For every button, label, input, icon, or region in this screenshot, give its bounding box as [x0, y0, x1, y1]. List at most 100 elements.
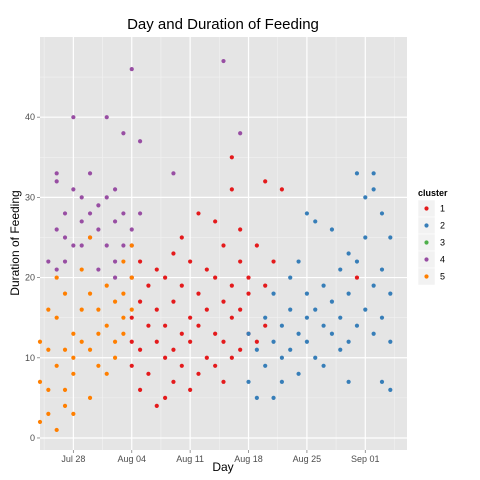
legend-key-point: [424, 257, 429, 262]
data-point-cluster-1: [171, 379, 176, 384]
data-point-cluster-2: [254, 395, 259, 400]
data-point-cluster-4: [112, 187, 118, 192]
data-point-cluster-5: [121, 259, 126, 264]
data-point-cluster-4: [62, 211, 68, 216]
data-point-cluster-5: [62, 387, 68, 392]
data-point-cluster-4: [71, 243, 76, 248]
data-point-cluster-5: [129, 243, 134, 248]
data-point-cluster-5: [112, 339, 118, 344]
data-point-cluster-2: [271, 395, 276, 400]
data-point-cluster-2: [246, 379, 251, 384]
data-point-cluster-4: [79, 243, 84, 248]
data-point-cluster-5: [96, 307, 101, 312]
data-point-cluster-2: [371, 283, 376, 288]
y-tick-label: 0: [30, 433, 35, 443]
x-tick-label: Sep 01: [351, 454, 380, 464]
legend: cluster 1 2 3 4 5: [417, 188, 448, 286]
data-point-cluster-1: [137, 387, 143, 392]
data-point-cluster-1: [163, 355, 168, 360]
data-point-cluster-1: [163, 323, 168, 328]
data-point-cluster-4: [71, 187, 76, 192]
legend-key-point: [424, 240, 429, 245]
data-point-cluster-1: [254, 339, 259, 344]
data-point-cluster-4: [96, 267, 101, 272]
data-point-cluster-1: [146, 323, 151, 328]
data-point-cluster-4: [46, 259, 51, 264]
data-point-cluster-2: [338, 347, 343, 352]
data-point-cluster-1: [146, 283, 151, 288]
data-point-cluster-4: [96, 227, 101, 232]
data-point-cluster-2: [313, 355, 318, 360]
data-point-cluster-1: [179, 363, 184, 368]
data-point-cluster-2: [346, 379, 351, 384]
data-point-cluster-2: [354, 171, 360, 176]
data-point-cluster-2: [296, 259, 301, 264]
data-point-cluster-1: [238, 347, 243, 352]
data-point-cluster-4: [112, 259, 118, 264]
data-point-cluster-2: [379, 267, 385, 272]
data-point-cluster-5: [104, 283, 109, 288]
data-point-cluster-5: [87, 395, 93, 400]
data-point-cluster-1: [213, 331, 218, 336]
data-point-cluster-4: [238, 131, 243, 136]
y-tick-label: 30: [25, 192, 35, 202]
legend-label: 5: [440, 272, 445, 282]
data-point-cluster-4: [54, 171, 59, 176]
data-point-cluster-1: [246, 275, 251, 280]
data-point-cluster-4: [104, 115, 109, 120]
data-point-cluster-1: [154, 307, 159, 312]
data-point-cluster-5: [46, 347, 51, 352]
data-point-cluster-1: [154, 267, 159, 272]
data-point-cluster-2: [329, 331, 335, 336]
data-point-cluster-1: [246, 291, 251, 296]
data-point-cluster-4: [79, 219, 84, 224]
data-point-cluster-1: [137, 299, 143, 304]
data-point-cluster-1: [154, 403, 159, 408]
data-point-cluster-5: [96, 363, 101, 368]
data-point-cluster-5: [46, 411, 51, 417]
data-point-cluster-2: [246, 331, 251, 336]
data-point-cluster-1: [229, 283, 234, 288]
data-point-cluster-2: [296, 331, 301, 336]
data-point-cluster-5: [54, 363, 59, 368]
data-point-cluster-2: [304, 315, 310, 320]
data-point-cluster-5: [104, 323, 109, 328]
data-point-cluster-1: [221, 339, 226, 344]
data-point-cluster-5: [62, 347, 68, 352]
data-point-cluster-2: [288, 307, 293, 312]
data-point-cluster-1: [271, 259, 276, 264]
data-point-cluster-1: [146, 371, 151, 376]
data-point-cluster-2: [363, 235, 368, 240]
data-point-cluster-1: [137, 347, 143, 352]
data-point-cluster-5: [62, 403, 68, 408]
x-tick-label: Aug 18: [234, 454, 263, 464]
data-point-cluster-1: [196, 291, 201, 296]
data-point-cluster-5: [121, 291, 126, 296]
data-point-cluster-5: [129, 275, 134, 280]
data-point-cluster-2: [388, 387, 393, 392]
data-point-cluster-2: [379, 315, 385, 320]
legend-label: 1: [440, 204, 445, 214]
data-point-cluster-2: [313, 219, 318, 224]
data-point-cluster-1: [263, 283, 268, 288]
data-point-cluster-2: [346, 251, 351, 256]
data-point-cluster-4: [96, 203, 101, 208]
chart-title: Day and Duration of Feeding: [127, 16, 319, 33]
data-point-cluster-5: [71, 331, 76, 336]
data-point-cluster-2: [263, 363, 268, 368]
data-point-cluster-1: [129, 363, 134, 368]
x-tick-label: Jul 28: [61, 454, 85, 464]
data-point-cluster-4: [54, 267, 59, 272]
data-point-cluster-1: [229, 355, 234, 360]
data-point-cluster-4: [129, 66, 134, 72]
data-point-cluster-1: [263, 179, 268, 184]
data-point-cluster-1: [204, 267, 209, 272]
data-point-cluster-2: [354, 323, 360, 328]
data-point-cluster-1: [188, 259, 193, 264]
y-tick-label: 20: [25, 273, 35, 283]
data-point-cluster-4: [112, 219, 118, 224]
x-axis-title: Day: [212, 460, 233, 474]
data-point-cluster-2: [371, 331, 376, 336]
data-point-cluster-1: [229, 187, 234, 192]
